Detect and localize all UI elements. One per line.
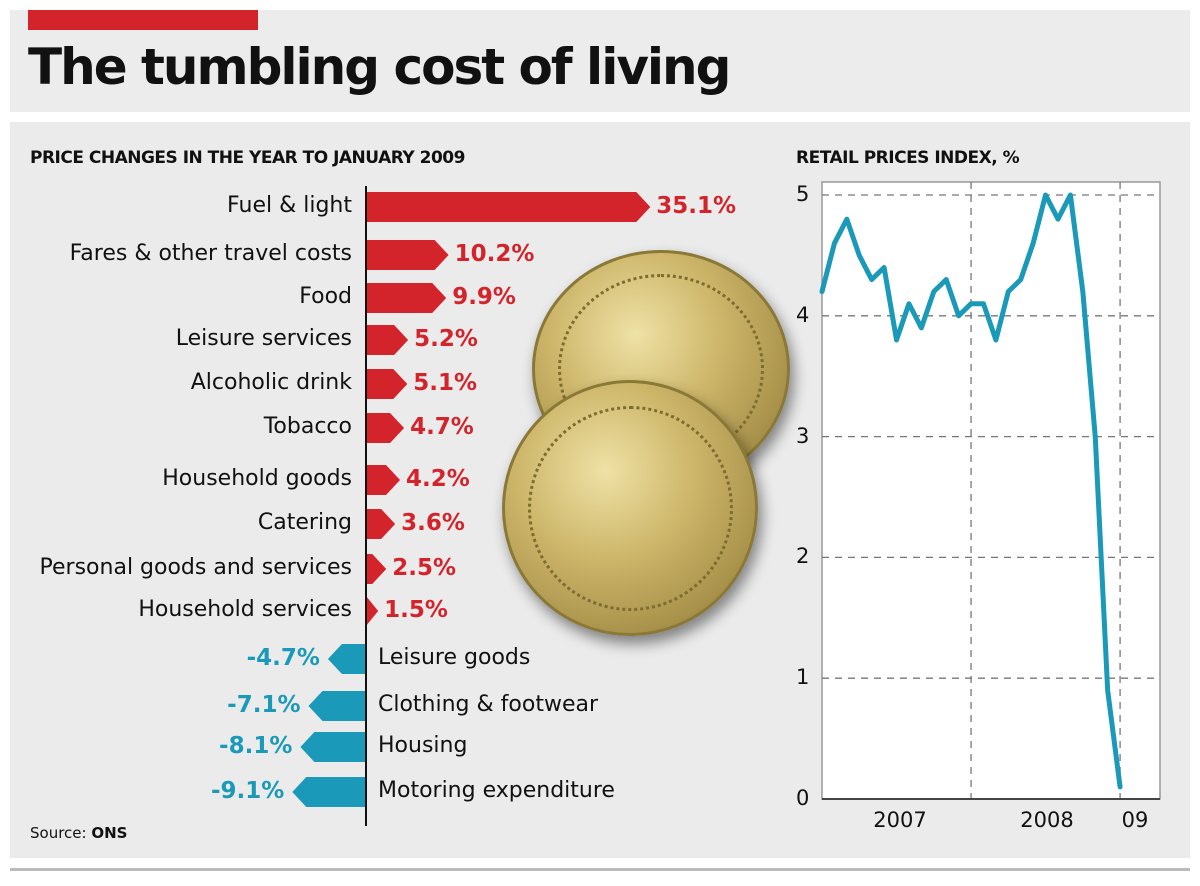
bar-category-label: Leisure goods bbox=[378, 645, 531, 670]
source-note: Source: ONS bbox=[30, 824, 127, 842]
bar-value-label: 5.2% bbox=[414, 326, 478, 352]
bar-1 bbox=[366, 240, 449, 270]
x-tick-label: 2007 bbox=[873, 808, 927, 832]
y-tick-label: 0 bbox=[796, 786, 810, 810]
bar-value-label: 5.1% bbox=[413, 370, 478, 396]
bar-10 bbox=[327, 644, 366, 674]
accent-bar bbox=[28, 10, 258, 30]
source-value: ONS bbox=[91, 824, 128, 842]
plot-area bbox=[821, 181, 1161, 800]
x-tick-label: 09 bbox=[1121, 808, 1149, 832]
bar-7 bbox=[366, 509, 396, 539]
bar-value-label: 4.2% bbox=[406, 466, 470, 492]
bar-category-label: Leisure services bbox=[175, 326, 352, 351]
bar-chart-title: PRICE CHANGES IN THE YEAR TO JANUARY 200… bbox=[30, 148, 465, 168]
bottom-divider bbox=[10, 868, 1190, 871]
bar-value-label: 2.5% bbox=[392, 555, 457, 581]
bar-category-label: Catering bbox=[257, 510, 352, 535]
bar-value-label: -4.7% bbox=[246, 645, 320, 671]
bar-4 bbox=[366, 369, 408, 399]
bar-11 bbox=[308, 691, 366, 721]
bar-8 bbox=[366, 554, 387, 584]
bar-category-label: Household goods bbox=[162, 466, 352, 491]
y-tick-label: 1 bbox=[796, 665, 810, 690]
bar-0 bbox=[366, 192, 651, 222]
bar-category-label: Fares & other travel costs bbox=[69, 241, 352, 266]
bar-category-label: Personal goods and services bbox=[39, 555, 352, 580]
y-tick-label: 5 bbox=[796, 182, 810, 206]
bar-6 bbox=[366, 465, 401, 495]
y-tick-label: 3 bbox=[796, 423, 810, 448]
bar-category-label: Household services bbox=[138, 597, 352, 622]
bar-category-label: Food bbox=[299, 284, 352, 309]
bar-value-label: 1.5% bbox=[384, 597, 448, 623]
bar-value-label: -7.1% bbox=[227, 692, 301, 718]
bar-3 bbox=[366, 325, 409, 355]
bar-category-label: Tobacco bbox=[263, 414, 352, 439]
x-tick-label: 2008 bbox=[1020, 808, 1074, 832]
bar-12 bbox=[300, 732, 366, 762]
bar-value-label: 10.2% bbox=[454, 241, 535, 267]
bar-category-label: Motoring expenditure bbox=[378, 778, 615, 803]
bar-category-label: Alcoholic drink bbox=[190, 370, 352, 395]
bar-9 bbox=[366, 596, 379, 626]
bar-category-label: Housing bbox=[378, 733, 468, 758]
bar-value-label: -8.1% bbox=[219, 733, 293, 759]
bar-5 bbox=[366, 413, 405, 443]
bar-value-label: 4.7% bbox=[410, 414, 474, 440]
bar-2 bbox=[366, 283, 447, 313]
y-tick-label: 2 bbox=[796, 544, 810, 569]
line-chart-title: RETAIL PRICES INDEX, % bbox=[796, 148, 1020, 168]
bar-category-label: Fuel & light bbox=[227, 193, 352, 218]
page-title: The tumbling cost of living bbox=[28, 38, 731, 96]
y-tick-label: 4 bbox=[796, 302, 810, 327]
bar-13 bbox=[292, 777, 366, 807]
bar-value-label: 3.6% bbox=[401, 510, 465, 536]
bar-value-label: -9.1% bbox=[210, 778, 285, 804]
pound-coin-image bbox=[502, 380, 758, 636]
bar-value-label: 35.1% bbox=[656, 193, 737, 219]
source-label: Source: bbox=[30, 824, 87, 842]
bar-category-label: Clothing & footwear bbox=[378, 692, 599, 717]
bar-value-label: 9.9% bbox=[452, 284, 516, 310]
